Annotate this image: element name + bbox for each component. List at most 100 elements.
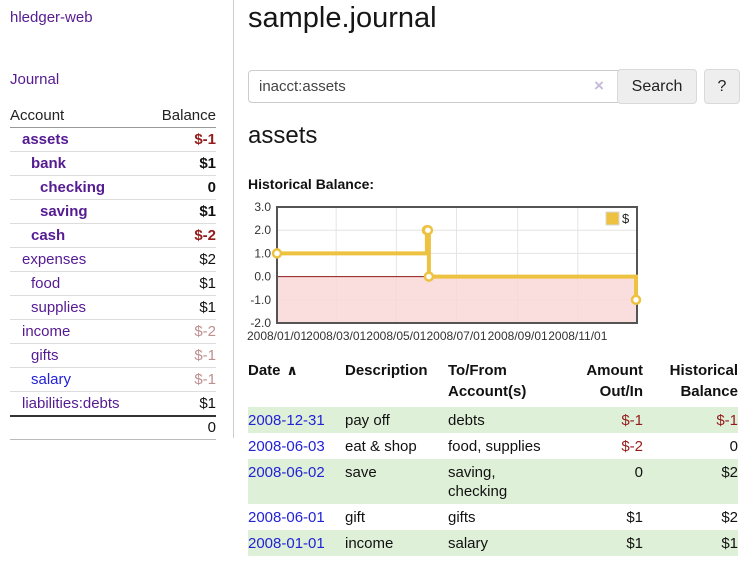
account-balance: $-1 xyxy=(194,131,216,148)
svg-text:-2.0: -2.0 xyxy=(250,316,271,330)
sidebar-item-journal[interactable]: Journal xyxy=(10,71,60,88)
account-balance: $-1 xyxy=(194,347,216,364)
account-row: cash $-2 xyxy=(10,224,216,248)
transaction-balance: $-1 xyxy=(716,412,738,429)
transaction-amount: $-2 xyxy=(621,438,643,455)
column-header-amount: Amount Out/In xyxy=(586,362,643,400)
account-row: income $-2 xyxy=(10,320,216,344)
transaction-amount: $-1 xyxy=(621,412,643,429)
account-balance: $-1 xyxy=(194,371,216,388)
account-row: liabilities:debts $1 xyxy=(10,392,216,417)
svg-text:3.0: 3.0 xyxy=(254,200,271,214)
account-row: salary $-1 xyxy=(10,368,216,392)
chart-title: Historical Balance: xyxy=(248,176,375,192)
column-header-description: Description xyxy=(345,362,428,379)
account-row: gifts $-1 xyxy=(10,344,216,368)
transaction-row: 2008-06-02 save saving, checking 0 $2 xyxy=(248,459,738,504)
account-balance: $2 xyxy=(199,251,216,268)
svg-text:2008/03/01: 2008/03/01 xyxy=(306,329,366,343)
transaction-amount: $1 xyxy=(626,509,643,526)
svg-text:$: $ xyxy=(622,211,630,226)
account-link-gifts[interactable]: gifts xyxy=(31,347,59,364)
account-link-salary[interactable]: salary xyxy=(31,371,72,388)
account-link-assets[interactable]: assets xyxy=(22,131,69,148)
account-row: assets $-1 xyxy=(10,128,216,152)
svg-text:2008/07/01: 2008/07/01 xyxy=(426,329,486,343)
transaction-amount: 0 xyxy=(634,464,643,481)
column-header-date[interactable]: Date ∧ xyxy=(248,360,345,407)
account-balance: $-2 xyxy=(194,323,216,340)
transaction-accounts: food, supplies xyxy=(448,438,541,455)
sort-ascending-icon: ∧ xyxy=(286,362,298,378)
transaction-balance: $1 xyxy=(721,535,738,552)
svg-text:2.0: 2.0 xyxy=(254,223,271,237)
account-balance: 0 xyxy=(207,179,216,196)
column-header-balance: Historical Balance xyxy=(669,362,738,400)
transaction-description: income xyxy=(345,535,394,552)
account-link-liabilities-debts[interactable]: liabilities:debts xyxy=(22,395,120,412)
account-row: expenses $2 xyxy=(10,248,216,272)
account-link-supplies[interactable]: supplies xyxy=(31,299,87,316)
account-balance: $1 xyxy=(199,155,216,172)
svg-text:2008/05/01: 2008/05/01 xyxy=(366,329,426,343)
account-row: checking 0 xyxy=(10,176,216,200)
transaction-balance: 0 xyxy=(729,438,738,455)
transaction-date-link[interactable]: 2008-06-03 xyxy=(248,438,325,455)
sidebar-accounts-table: Account Balance assets $-1 bank $1 check… xyxy=(10,104,216,440)
account-link-food[interactable]: food xyxy=(31,275,61,292)
register-header-row: Date ∧ Description To/From Account(s) Amo… xyxy=(248,360,738,407)
transaction-accounts: saving, checking xyxy=(448,464,508,500)
account-balance: $1 xyxy=(199,299,216,316)
account-link-bank[interactable]: bank xyxy=(31,155,67,172)
transaction-date-link[interactable]: 2008-06-01 xyxy=(248,509,325,526)
svg-text:2008/11/01: 2008/11/01 xyxy=(548,329,607,343)
column-header-accounts: To/From Account(s) xyxy=(448,362,527,400)
help-button[interactable]: ? xyxy=(704,69,740,104)
transaction-accounts: gifts xyxy=(448,509,476,526)
transaction-description: gift xyxy=(345,509,366,526)
accounts-table-header: Account Balance xyxy=(10,104,216,128)
date-header-label: Date xyxy=(248,362,281,379)
transaction-balance: $2 xyxy=(721,509,738,526)
svg-text:-1.0: -1.0 xyxy=(250,293,271,307)
transaction-description: save xyxy=(345,464,377,481)
page-title: sample.journal xyxy=(248,2,437,34)
account-column-header: Account xyxy=(10,107,65,124)
account-balance: $1 xyxy=(199,203,216,220)
transaction-description: eat & shop xyxy=(345,438,417,455)
account-link-cash[interactable]: cash xyxy=(31,227,66,244)
transaction-date-link[interactable]: 2008-01-01 xyxy=(248,535,325,552)
account-row: saving $1 xyxy=(10,200,216,224)
account-row: supplies $1 xyxy=(10,296,216,320)
svg-text:0.0: 0.0 xyxy=(254,270,271,284)
svg-text:2008/01/01: 2008/01/01 xyxy=(247,329,307,343)
account-link-income[interactable]: income xyxy=(22,323,71,340)
account-heading: assets xyxy=(248,122,318,149)
clear-search-icon[interactable]: × xyxy=(594,76,604,95)
transaction-row: 2008-12-31 pay off debts $-1 $-1 xyxy=(248,407,738,433)
account-link-checking[interactable]: checking xyxy=(40,179,106,196)
transaction-accounts: salary xyxy=(448,535,489,552)
transaction-date-link[interactable]: 2008-06-02 xyxy=(248,464,325,481)
transaction-row: 2008-06-03 eat & shop food, supplies $-2… xyxy=(248,433,738,459)
account-row: bank $1 xyxy=(10,152,216,176)
svg-text:1.0: 1.0 xyxy=(254,246,271,260)
account-link-saving[interactable]: saving xyxy=(40,203,88,220)
transaction-amount: $1 xyxy=(626,535,643,552)
app-brand-link[interactable]: hledger-web xyxy=(10,9,93,26)
transaction-description: pay off xyxy=(345,412,390,429)
search-button[interactable]: Search xyxy=(617,69,697,104)
balance-column-header: Balance xyxy=(161,107,216,124)
search-input[interactable] xyxy=(248,70,628,103)
account-link-expenses[interactable]: expenses xyxy=(22,251,87,268)
account-row: food $1 xyxy=(10,272,216,296)
register-table: Date ∧ Description To/From Account(s) Amo… xyxy=(248,360,738,556)
transaction-accounts: debts xyxy=(448,412,485,429)
transaction-balance: $2 xyxy=(721,464,738,481)
accounts-total-value: 0 xyxy=(207,419,216,436)
account-balance: $1 xyxy=(199,275,216,292)
transaction-date-link[interactable]: 2008-12-31 xyxy=(248,412,325,429)
account-balance: $1 xyxy=(199,395,216,412)
account-balance: $-2 xyxy=(194,227,216,244)
